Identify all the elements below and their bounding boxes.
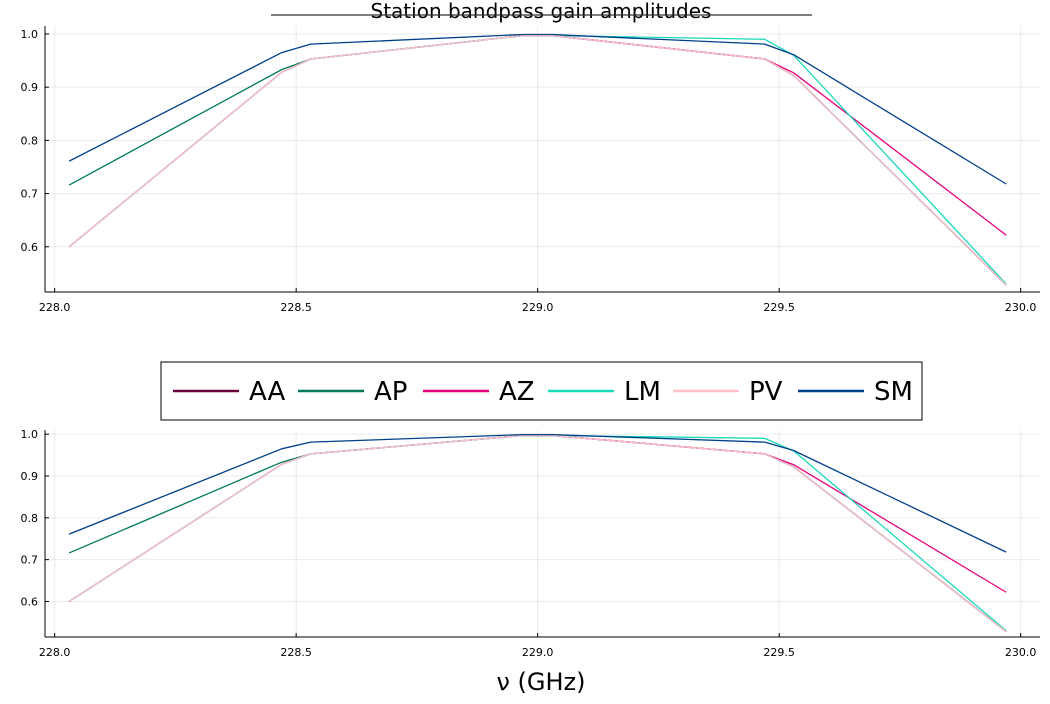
series-line-sm [68, 33, 1007, 185]
y-tick-label: 0.8 [21, 134, 39, 147]
x-tick-label: 228.5 [280, 301, 312, 314]
x-axis-label: ν (GHz) [496, 668, 585, 696]
legend-label-az: AZ [499, 377, 535, 407]
y-tick-label: 0.9 [21, 470, 39, 483]
legend: AA AP AZ LM PV SM [160, 361, 923, 421]
series-line-pv [68, 34, 1007, 286]
chart-title: Station bandpass gain amplitudes [371, 0, 712, 23]
series-line-pv [68, 434, 1007, 633]
y-tick-label: 0.9 [21, 81, 39, 94]
x-tick-label: 228.0 [39, 646, 71, 659]
x-tick-label: 228.5 [280, 646, 312, 659]
legend-label-lm: LM [624, 377, 661, 407]
y-tick-label: 1.0 [21, 428, 39, 441]
x-tick-label: 229.5 [763, 646, 795, 659]
legend-label-pv: PV [749, 377, 783, 407]
panel-bottom: 0.6 0.7 0.8 0.9 1.0 228.0 228.5 229.0 229.5 230.0 [21, 428, 1040, 659]
y-tick-label: 0.6 [21, 241, 39, 254]
legend-label-aa: AA [249, 377, 286, 407]
y-tick-label: 0.6 [21, 595, 39, 608]
x-tick-label: 228.0 [39, 301, 71, 314]
legend-box [160, 361, 923, 421]
y-tick-label: 0.7 [21, 188, 39, 201]
x-tick-label: 229.0 [522, 301, 554, 314]
x-tick-label: 230.0 [1005, 646, 1037, 659]
x-tick-label: 229.5 [763, 301, 795, 314]
y-tick-label: 0.8 [21, 512, 39, 525]
legend-label-ap: AP [374, 377, 407, 407]
legend-label-sm: SM [874, 377, 913, 407]
y-tick-label: 0.7 [21, 554, 39, 567]
x-tick-label: 229.0 [522, 646, 554, 659]
panel-top: 0.6 0.7 0.8 0.9 1.0 228.0 228.5 229.0 229.5 230.0 [21, 26, 1040, 314]
y-tick-label: 1.0 [21, 28, 39, 41]
series-line-sm [68, 433, 1007, 553]
x-tick-label: 230.0 [1005, 301, 1037, 314]
